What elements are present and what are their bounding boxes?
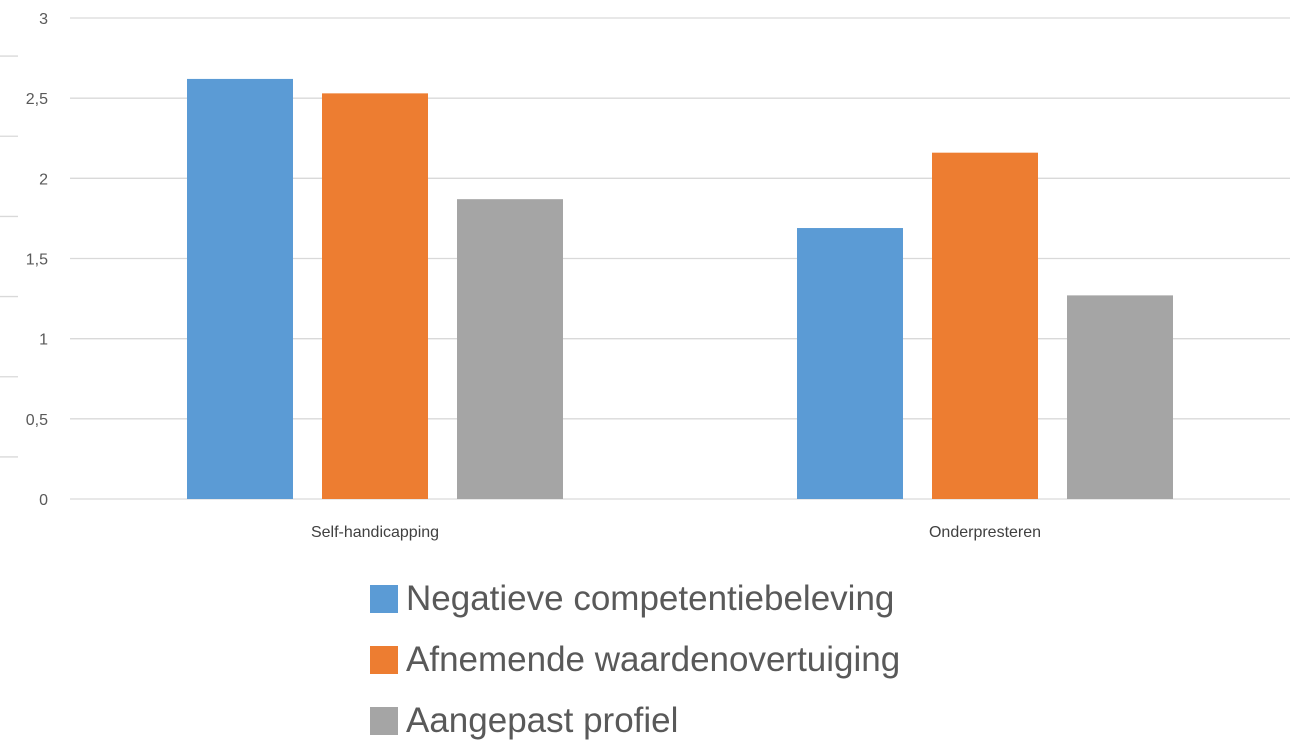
legend-label: Aangepast profiel	[406, 700, 679, 740]
legend-item: Aangepast profiel	[370, 690, 1070, 751]
bar-2-1	[322, 93, 428, 500]
y-tick-label: 1	[39, 332, 48, 349]
legend-swatch	[370, 706, 398, 735]
bar-1-1	[187, 78, 293, 499]
y-tick-label: 0,5	[26, 412, 48, 429]
bar-2-2	[932, 152, 1038, 499]
bar-chart: 0 0,5 1 1,5 2 2,5 3 Self-handicapping Onderpres…	[0, 11, 1290, 541]
legend-label: Afnemende waardenovertuiging	[406, 639, 901, 679]
legend-item: Negatieve competentiebeleving	[370, 568, 1070, 629]
legend-swatch	[370, 584, 398, 613]
x-category-label: Self-handicapping	[311, 524, 439, 541]
bar-3-1	[457, 199, 563, 499]
x-axis-labels: Self-handicapping Onderpresteren	[311, 524, 1041, 541]
legend-item: Afnemende waardenovertuiging	[370, 629, 1070, 690]
legend-swatch	[370, 645, 398, 674]
y-tick-label: 2,5	[26, 91, 48, 108]
bars	[187, 78, 1173, 500]
y-tick-label: 3	[39, 11, 48, 28]
legend: Negatieve competentiebeleving Afnemende w…	[370, 568, 1070, 751]
y-tick-label: 1,5	[26, 252, 48, 269]
bar-1-2	[797, 228, 903, 499]
x-category-label: Onderpresteren	[929, 524, 1041, 541]
y-axis-ticks: 0 0,5 1 1,5 2 2,5 3	[26, 11, 48, 509]
y-tick-label: 2	[39, 171, 48, 188]
bar-3-2	[1067, 295, 1173, 499]
y-tick-label: 0	[39, 492, 48, 509]
legend-label: Negatieve competentiebeleving	[406, 578, 895, 618]
